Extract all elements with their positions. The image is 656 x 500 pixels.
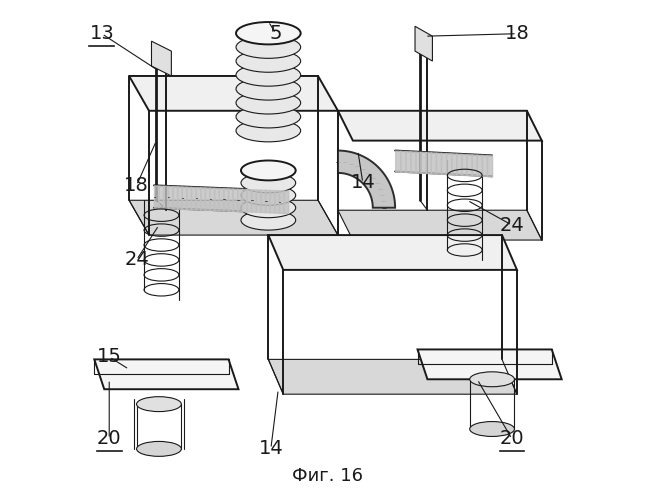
Polygon shape bbox=[338, 111, 542, 140]
Text: 13: 13 bbox=[89, 24, 114, 43]
Polygon shape bbox=[417, 350, 562, 380]
Text: 24: 24 bbox=[500, 216, 524, 234]
Text: 14: 14 bbox=[258, 440, 283, 458]
Text: 20: 20 bbox=[500, 430, 524, 448]
Ellipse shape bbox=[236, 120, 300, 142]
Text: 18: 18 bbox=[504, 24, 529, 43]
Text: 20: 20 bbox=[97, 430, 121, 448]
Text: 5: 5 bbox=[270, 24, 282, 43]
Polygon shape bbox=[268, 235, 517, 270]
Text: 18: 18 bbox=[124, 176, 149, 195]
Ellipse shape bbox=[241, 210, 296, 230]
Ellipse shape bbox=[236, 36, 300, 59]
Ellipse shape bbox=[470, 372, 514, 386]
Ellipse shape bbox=[236, 50, 300, 72]
Ellipse shape bbox=[236, 22, 300, 44]
Ellipse shape bbox=[236, 92, 300, 114]
Polygon shape bbox=[152, 41, 171, 76]
Ellipse shape bbox=[241, 173, 296, 193]
Polygon shape bbox=[268, 360, 517, 394]
Polygon shape bbox=[94, 360, 239, 389]
Polygon shape bbox=[129, 200, 338, 235]
Ellipse shape bbox=[136, 396, 181, 411]
Ellipse shape bbox=[470, 422, 514, 436]
Ellipse shape bbox=[236, 106, 300, 128]
Text: 15: 15 bbox=[97, 348, 121, 366]
Ellipse shape bbox=[241, 186, 296, 205]
Polygon shape bbox=[129, 76, 338, 111]
Polygon shape bbox=[338, 210, 542, 240]
Ellipse shape bbox=[236, 78, 300, 100]
Text: 24: 24 bbox=[124, 250, 149, 270]
Polygon shape bbox=[415, 26, 432, 61]
Polygon shape bbox=[338, 150, 395, 208]
Ellipse shape bbox=[241, 198, 296, 218]
Text: Фиг. 16: Фиг. 16 bbox=[293, 467, 363, 485]
Ellipse shape bbox=[136, 442, 181, 456]
Text: 14: 14 bbox=[350, 174, 375, 193]
Ellipse shape bbox=[241, 160, 296, 180]
Ellipse shape bbox=[236, 64, 300, 86]
